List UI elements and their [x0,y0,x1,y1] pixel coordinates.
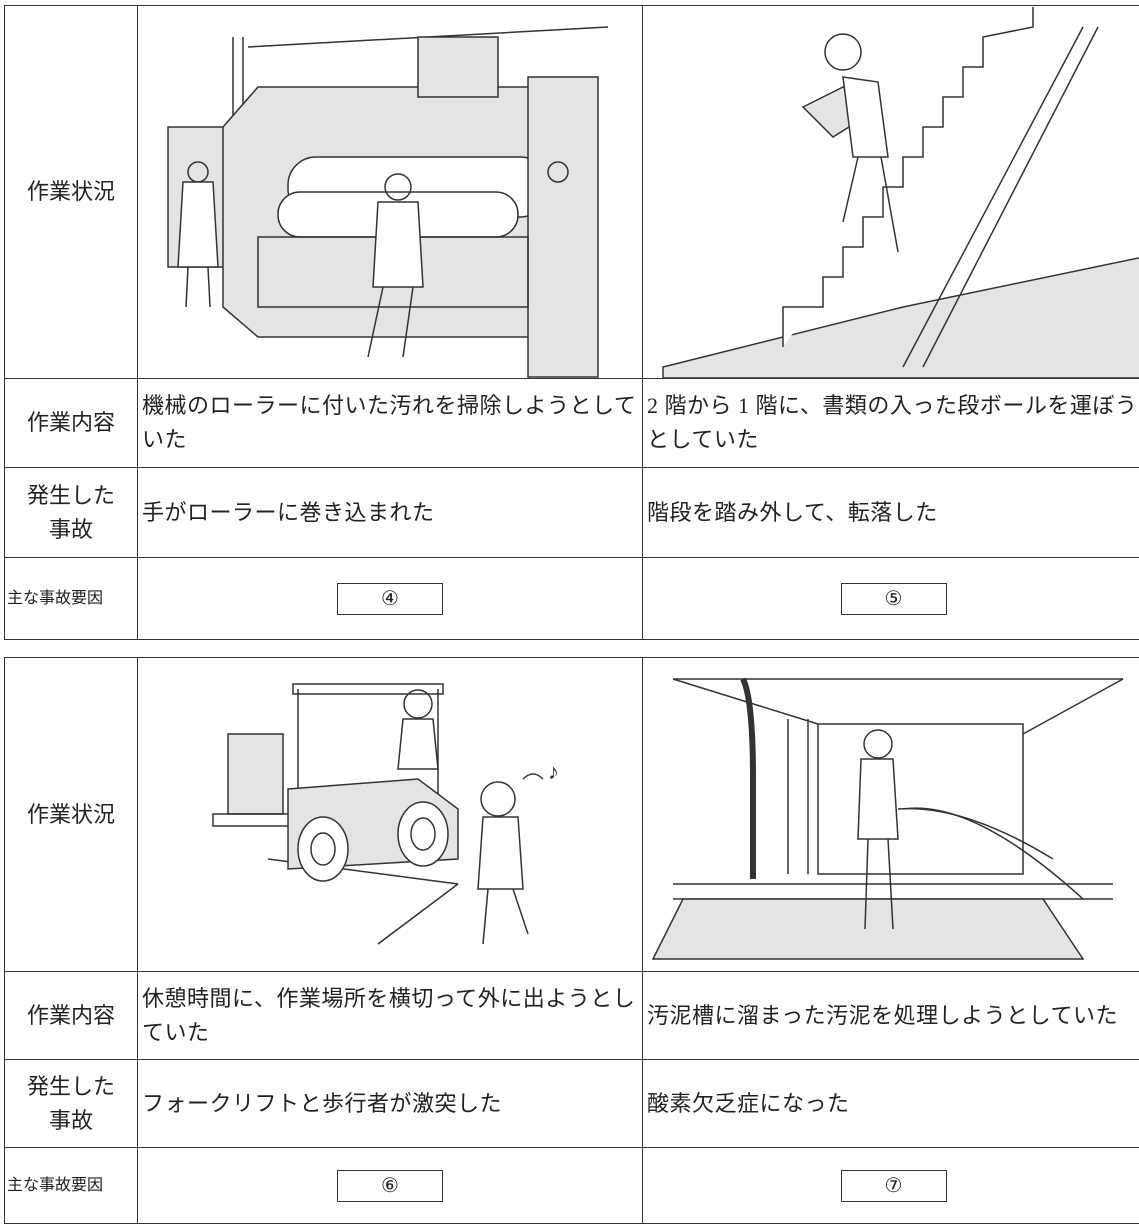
factor-cell: ⑦ [642,1147,1139,1224]
factor-cell: ⑥ [137,1147,643,1224]
accident-text: 階段を踏み外して、転落した [642,467,1139,558]
accident-text: フォークリフトと歩行者が激突した [137,1059,643,1148]
illustration-tank [642,657,1139,972]
table-1: 作業状況 作業内容 機械のローラーに付いた汚れを掃除しようとしていた 2 階から… [4,5,1139,640]
label-accident: 発生した事故 [4,467,138,558]
label-content: 作業内容 [4,971,138,1060]
factor-box: ⑤ [840,582,947,615]
accident-text: 手がローラーに巻き込まれた [137,467,643,558]
label-factor: 主な事故要因 [4,557,138,640]
factor-box: ⑥ [337,1169,443,1202]
label-content: 作業内容 [4,378,138,468]
label-accident-text: 発生した事故 [26,1073,115,1133]
content-text: 汚泥槽に溜まった汚泥を処理しようとしていた [642,971,1139,1060]
content-text: 機械のローラーに付いた汚れを掃除しようとしていた [137,378,643,468]
factor-cell: ④ [137,557,643,640]
svg-text:♪: ♪ [548,759,559,784]
factor-box: ⑦ [840,1169,947,1202]
accident-text: 酸素欠乏症になった [642,1059,1139,1148]
content-text: 休憩時間に、作業場所を横切って外に出ようとしていた [137,971,643,1060]
illustration-machine [137,5,643,379]
illustration-forklift: ♪ [137,657,643,972]
content-text: 2 階から 1 階に、書類の入った段ボールを運ぼうとしていた [642,378,1139,468]
label-situation: 作業状況 [4,657,138,972]
label-factor: 主な事故要因 [4,1147,138,1224]
label-situation: 作業状況 [4,5,138,379]
factor-box: ④ [337,582,443,615]
label-accident-text: 発生した事故 [26,482,115,542]
label-accident: 発生した事故 [4,1059,138,1148]
illustration-stairs [642,5,1139,379]
factor-cell: ⑤ [642,557,1139,640]
table-2: 作業状況 ♪ 作業内容 休憩時間に、作業場所を横切って外に出ようとしていた 汚泥… [4,657,1139,1224]
